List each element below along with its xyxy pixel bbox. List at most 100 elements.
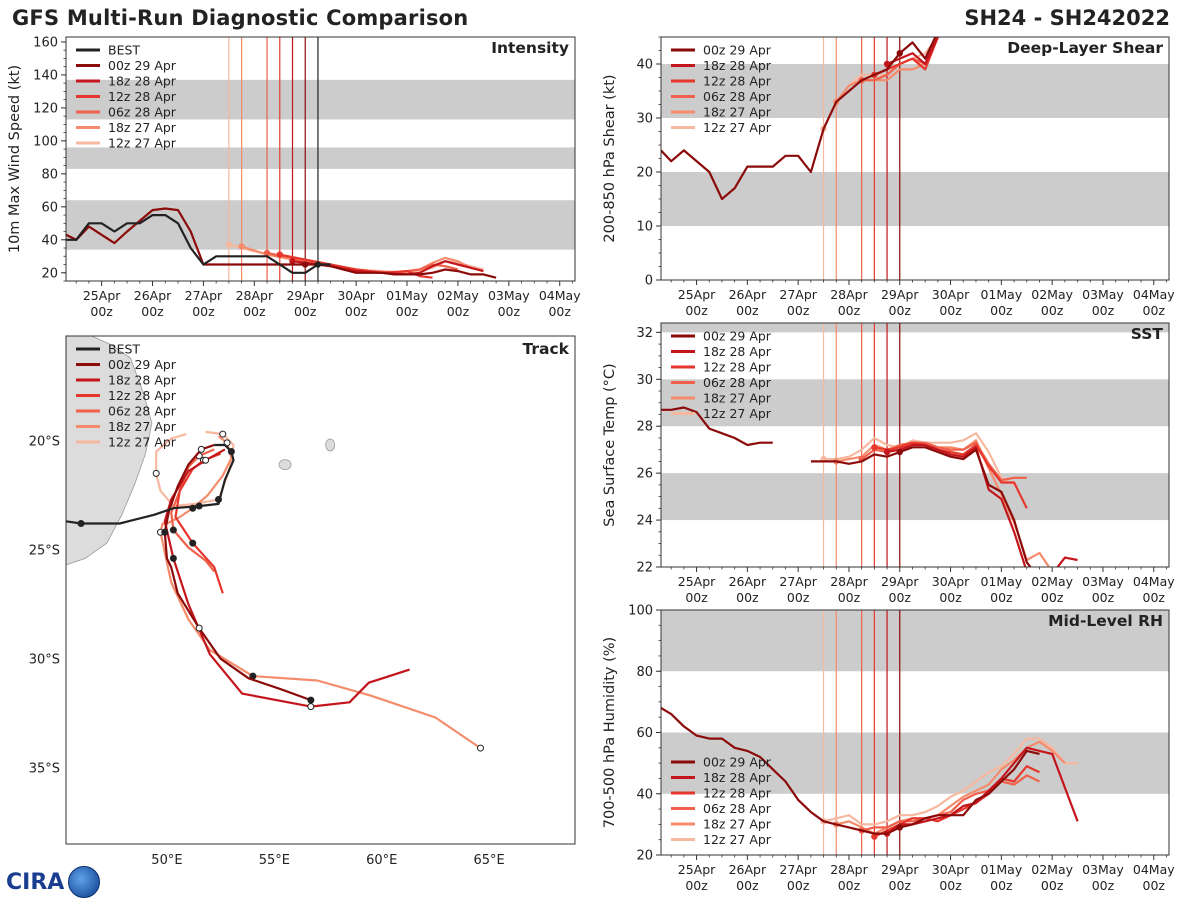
legend-label: 18z 27 Apr xyxy=(108,120,177,135)
track-day-marker xyxy=(307,696,315,704)
x-tick-label: 01May xyxy=(980,574,1022,589)
x-tick-label: 28Apr xyxy=(830,287,868,302)
legend-label: 00z 29 Apr xyxy=(703,43,772,58)
track-day-marker xyxy=(202,456,210,464)
shaded-band xyxy=(661,732,1169,794)
x-tick-label: 00z xyxy=(787,878,810,893)
legend-label: 00z 29 Apr xyxy=(108,58,177,73)
x-tick-label: 26Apr xyxy=(729,862,767,877)
panel-title: Track xyxy=(523,340,570,358)
init-point xyxy=(238,243,245,250)
track-day-marker xyxy=(189,539,197,547)
x-tick-label: 00z xyxy=(939,590,962,605)
track-day-marker xyxy=(219,430,227,438)
track-day-marker xyxy=(77,520,85,528)
legend-label: 18z 27 Apr xyxy=(703,105,772,120)
y-tick-label: 100 xyxy=(628,604,653,619)
track-day-marker xyxy=(477,744,485,752)
x-tick-label: 04May xyxy=(1133,862,1175,877)
legend-label: 06z 28 Apr xyxy=(108,105,177,120)
y-tick-label: 120 xyxy=(33,101,58,116)
y-tick-label: 40 xyxy=(636,58,653,73)
y-tick-label: 30 xyxy=(636,373,653,388)
legend-label: 06z 28 Apr xyxy=(703,375,772,390)
lat-label: 20°S xyxy=(29,435,60,450)
x-tick-label: 25Apr xyxy=(678,574,716,589)
x-tick-label: 27Apr xyxy=(779,862,817,877)
legend-label: BEST xyxy=(108,342,140,357)
series-line xyxy=(66,214,331,274)
init-point xyxy=(871,833,878,840)
x-tick-label: 28Apr xyxy=(236,288,274,303)
legend-label: 06z 28 Apr xyxy=(703,89,772,104)
y-tick-label: 80 xyxy=(41,167,58,182)
y-tick-label: 24 xyxy=(636,514,653,529)
lat-label: 30°S xyxy=(29,653,60,668)
x-tick-label: 04May xyxy=(539,288,581,303)
x-tick-label: 04May xyxy=(1133,574,1175,589)
series-line xyxy=(861,774,1040,832)
y-tick-label: 20 xyxy=(636,166,653,181)
x-tick-label: 00z xyxy=(243,304,266,319)
y-tick-label: 20 xyxy=(41,266,58,281)
panel-title: SST xyxy=(1131,325,1164,343)
x-tick-label: 00z xyxy=(990,303,1013,318)
legend-label: 18z 28 Apr xyxy=(108,373,177,388)
y-tick-label: 26 xyxy=(636,467,653,482)
y-tick-label: 60 xyxy=(636,726,653,741)
land-mauritius xyxy=(325,438,336,452)
x-tick-label: 00z xyxy=(192,304,215,319)
y-axis-label: 700-500 hPa Humidity (%) xyxy=(602,637,618,828)
legend-label: 12z 28 Apr xyxy=(108,388,177,403)
x-tick-label: 00z xyxy=(548,304,571,319)
x-tick-label: 00z xyxy=(990,590,1013,605)
y-tick-label: 0 xyxy=(645,274,653,289)
legend-label: 18z 28 Apr xyxy=(703,344,772,359)
y-tick-label: 30 xyxy=(636,112,653,127)
shaded-band xyxy=(66,200,575,250)
x-tick-label: 00z xyxy=(838,590,861,605)
x-tick-label: 29Apr xyxy=(881,862,919,877)
y-tick-label: 40 xyxy=(41,233,58,248)
x-tick-label: 00z xyxy=(1092,590,1115,605)
x-tick-label: 00z xyxy=(141,304,164,319)
legend-label: 18z 28 Apr xyxy=(703,58,772,73)
x-tick-label: 00z xyxy=(685,303,708,318)
x-tick-label: 27Apr xyxy=(779,574,817,589)
x-tick-label: 00z xyxy=(1143,590,1166,605)
series-line xyxy=(661,37,937,201)
x-tick-label: 00z xyxy=(1143,303,1166,318)
lon-label: 50°E xyxy=(151,853,182,868)
x-tick-label: 00z xyxy=(1092,878,1115,893)
cira-logo: CIRA xyxy=(6,866,101,898)
series-line xyxy=(874,441,1028,509)
legend-label: 12z 28 Apr xyxy=(108,89,177,104)
legend-label: 00z 29 Apr xyxy=(703,329,772,344)
x-tick-label: 00z xyxy=(1041,878,1064,893)
init-point xyxy=(896,824,903,831)
y-axis-label: 10m Max Wind Speed (kt) xyxy=(7,65,23,253)
x-tick-label: 00z xyxy=(787,303,810,318)
x-tick-label: 00z xyxy=(990,878,1013,893)
panel-rh: 20 40 60 80 100 700-500 hPa Humidity (%) 25Apr… xyxy=(602,604,1175,894)
series-line xyxy=(886,37,939,66)
shaded-band xyxy=(661,473,1169,521)
x-tick-label: 03May xyxy=(1082,862,1124,877)
init-point xyxy=(263,249,271,257)
track-day-marker xyxy=(307,703,315,711)
x-tick-label: 00z xyxy=(838,303,861,318)
init-point xyxy=(225,241,233,248)
globe-icon xyxy=(68,866,101,898)
shaded-band xyxy=(66,147,575,169)
lon-label: 60°E xyxy=(366,853,397,868)
x-tick-label: 00z xyxy=(838,878,861,893)
panel-title: Mid-Level RH xyxy=(1048,612,1163,630)
x-tick-label: 26Apr xyxy=(134,288,172,303)
x-tick-label: 00z xyxy=(939,303,962,318)
init-point xyxy=(276,251,283,258)
lat-label: 35°S xyxy=(29,762,60,777)
x-tick-label: 01May xyxy=(980,862,1022,877)
track-line xyxy=(163,448,410,708)
x-tick-label: 00z xyxy=(90,304,113,319)
